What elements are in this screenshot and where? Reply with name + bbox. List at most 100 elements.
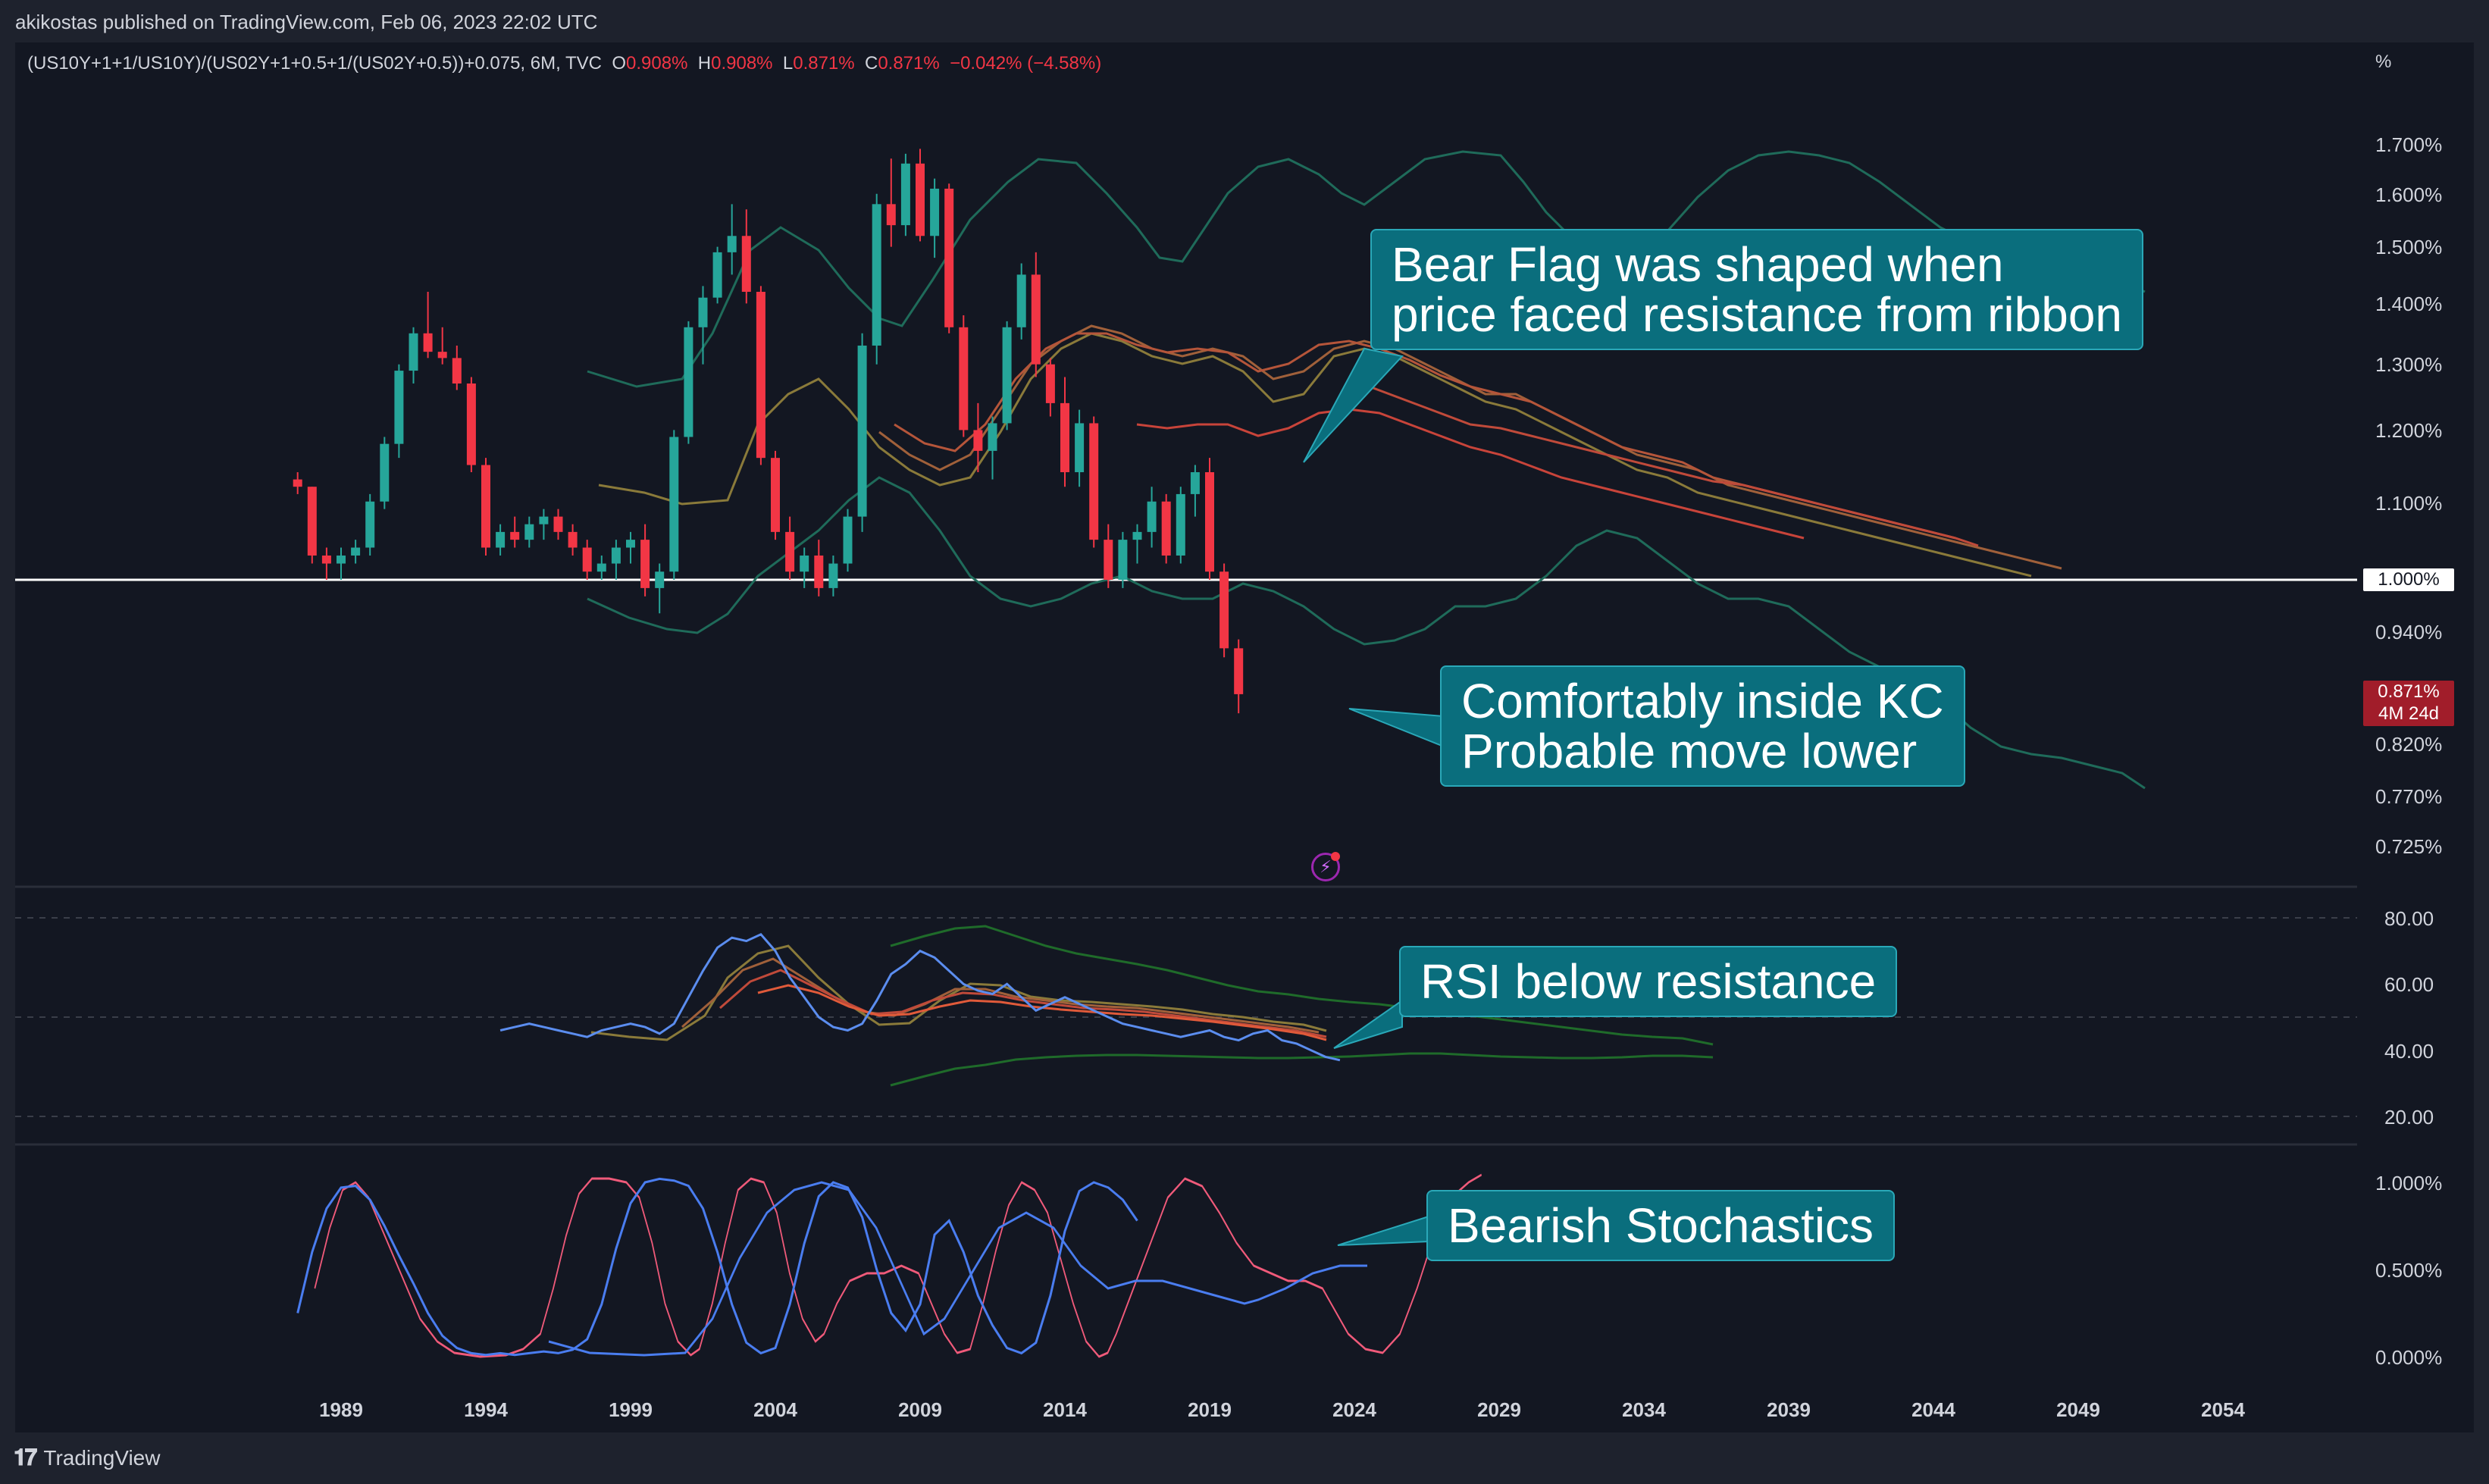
rsi-tick-label: 60.00 [2384,973,2434,996]
candle-body [973,430,983,451]
legend-symbol: (US10Y+1+1/US10Y)/(US02Y+1+0.5+1/(US02Y+… [27,53,602,74]
candle-body [1075,423,1085,473]
candle-body [886,204,896,226]
candle-body [1161,501,1171,556]
rsi-ribbon [590,944,1327,1041]
price-tick-label: 0.770% [2375,785,2443,808]
rsi-line [499,932,1341,1062]
candle-body [857,345,867,517]
candle-body [568,531,578,548]
candle-body [394,371,404,444]
time-tick-label: 2019 [1188,1398,1232,1421]
candle-body [930,188,940,236]
legend-low-value: 0.871% [793,53,855,74]
lightning-icon[interactable]: ⚡ [1311,853,1340,881]
last-price-tag: 0.871% 4M 24d [2363,681,2454,726]
rsi-envelope-lower [890,1052,1714,1087]
callout-kc[interactable]: Comfortably inside KC Probable move lowe… [1440,665,1965,787]
candle-body [510,531,520,540]
candle-body [553,516,563,532]
candle-body [959,327,969,430]
time-tick-label: 1999 [609,1398,653,1421]
price-tick-label: 1.500% [2375,236,2443,258]
callout-rsi[interactable]: RSI below resistance [1399,946,1898,1017]
candle-body [1104,540,1113,580]
candle-body [1234,648,1244,694]
tradingview-logo[interactable]: 𝟏𝟕 TradingView [14,1445,160,1471]
rsi-tick-label: 20.00 [2384,1106,2434,1129]
candle-body [452,358,462,384]
candle-body [611,547,621,564]
candle-body [669,437,679,572]
ribbon-line-5 [1136,408,1805,540]
stoch-tick-label: 0.000% [2375,1346,2443,1369]
rsi-tick-label: 80.00 [2384,907,2434,930]
candle-body [1176,493,1185,556]
price-tick-label: 1.100% [2375,492,2443,515]
time-tick-label: 2039 [1767,1398,1811,1421]
candle-body [365,501,375,548]
tradingview-brand: TradingView [43,1446,161,1470]
footer-bar [0,1432,2489,1484]
candle-body [698,297,708,327]
price-tick-label: 1.700% [2375,133,2443,156]
callout-stoch[interactable]: Bearish Stochastics [1426,1190,1896,1261]
stoch-tick-label: 1.000% [2375,1172,2443,1194]
time-tick-label: 2044 [1911,1398,1955,1421]
price-axis-unit: % [2375,52,2392,72]
candle-body [1190,472,1200,494]
legend-change: −0.042% (−4.58%) [950,53,1102,74]
chart-legend: (US10Y+1+1/US10Y)/(US02Y+1+0.5+1/(US02Y+… [27,53,1101,74]
candle-body [771,458,780,532]
legend-open-value: 0.908% [626,53,688,74]
legend-high-label: H [697,53,712,74]
price-tick-label: 0.725% [2375,835,2443,858]
time-tick-label: 1994 [464,1398,508,1421]
stoch-tick-label: 0.500% [2375,1259,2443,1282]
candle-body [539,516,549,524]
publisher-line: akikostas published on TradingView.com, … [15,11,598,33]
candle-body [437,352,447,358]
callout-bear-flag[interactable]: Bear Flag was shaped when price faced re… [1370,229,2143,350]
candle-body [1045,364,1055,403]
stoch-signal-red [314,1173,1482,1358]
legend-high-value: 0.908% [711,53,773,74]
price-tick-label: 1.200% [2375,419,2443,442]
kc-upper-final [587,150,2146,388]
rsi-ribbon-3 [719,969,1327,1038]
ma-ribbon [598,324,2062,578]
time-tick-label: 2024 [1332,1398,1376,1421]
candle-body [727,236,737,252]
candle-body [1132,531,1142,540]
candle-body [293,479,302,487]
candle-body [307,487,317,556]
candle-body [655,571,665,588]
bar-countdown: 4M 24d [2378,703,2440,724]
candle-body [321,555,331,564]
candle-body [988,423,997,451]
candle-body [1002,327,1012,424]
reference-level-tag: 1.000% [2363,568,2454,591]
candle-body [640,540,650,588]
candle-body [1118,540,1128,580]
candle-body [900,163,910,226]
candle-body [1147,501,1157,532]
legend-close-label: C [864,53,878,74]
candle-body [626,540,635,548]
rsi-ribbon-1 [590,944,1327,1041]
candle-body [785,531,795,572]
candle-body [814,555,824,588]
stoch-slow-blue [548,1181,1368,1357]
candle-body [409,333,418,371]
time-tick-label: 2014 [1043,1398,1087,1421]
candle-body [423,333,433,352]
rsi-envelope [890,925,1714,1087]
candle-body [1031,274,1041,365]
price-tick-label: 1.400% [2375,293,2443,315]
candle-body [843,516,853,564]
candle-body [1016,274,1026,327]
rsi-tick-label: 40.00 [2384,1040,2434,1063]
candle-body [1060,402,1069,473]
candle-body [1219,571,1229,649]
